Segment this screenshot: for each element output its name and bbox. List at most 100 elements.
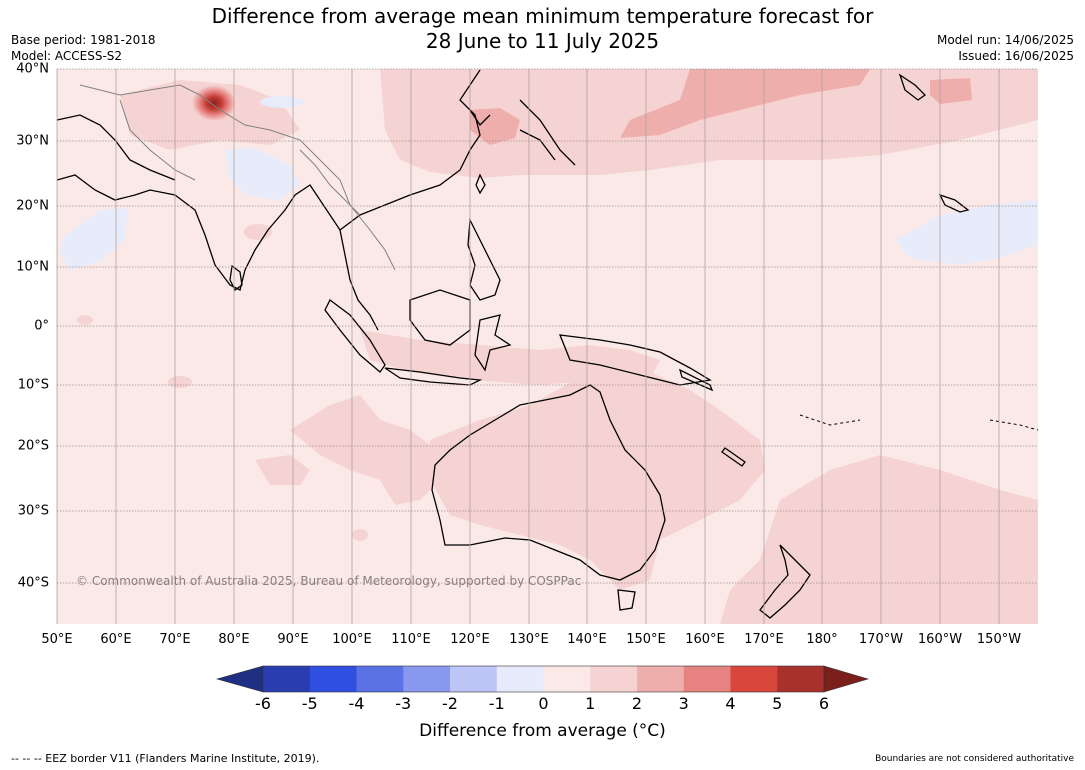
lon-tick: 90°E [277,632,309,647]
anomaly-region-west-australia-sea [255,455,310,485]
coast-iran [57,114,176,181]
lon-tick: 50°E [41,632,73,647]
lon-tick: 120°E [450,632,490,647]
title-line-1: Difference from average mean minimum tem… [211,4,874,28]
coast-borneo [409,289,471,346]
hotspot-north-india [192,85,236,121]
colorbar-segment [730,666,778,692]
anomaly-region-indonesia [360,330,660,385]
coastlines [57,69,970,619]
lon-tick: 160°W [917,632,963,647]
coast-korea-japan [469,99,576,166]
anomaly-region-small-patch-4 [352,529,368,541]
coast-new-zealand [759,544,811,619]
issued-date: Issued: 16/06/2025 [958,49,1074,63]
colorbar-tick: -4 [348,694,365,713]
anomaly-region-north-india-cool [225,148,300,200]
lat-tick: 30°S [17,503,49,519]
colorbar-tick: -1 [488,694,505,713]
lon-tick: 140°E [567,632,607,647]
coast-arabia-india [57,174,379,331]
meta-left: Base period: 1981-2018 Model: ACCESS-S2 [11,32,156,64]
lat-tick: 10°N [16,259,49,275]
colorbar-frame [262,665,825,693]
colorbar-tick: 2 [631,694,643,713]
coast-sri-lanka [229,264,243,291]
coast-taiwan [475,173,486,195]
lat-tick: 0° [34,318,49,334]
colorbar-extend-high [823,665,870,693]
coast-tasmania [617,589,636,611]
anomaly-region-small-patch-3 [244,224,272,240]
colorbar-tick: -5 [301,694,318,713]
lon-tick: 180° [806,632,838,647]
colorbar-tick: -2 [442,694,458,713]
colorbar-segment [450,666,498,692]
colorbar-tick: 0 [538,694,549,713]
lon-tick: 80°E [218,632,250,647]
boundary-disclaimer: Boundaries are not considered authoritat… [875,754,1074,764]
lat-tick: 20°S [17,438,49,454]
colorbar-segment [543,666,591,692]
chart-title: Difference from average mean minimum tem… [0,4,1085,54]
anomaly-region-south-indian-ocean [290,395,440,505]
colorbar-label: Difference from average (°C) [419,721,666,741]
coast-sulawesi [474,314,512,372]
eez-legend: -- -- -- EEZ border V11 (Flanders Marine… [11,752,320,765]
base-period: Base period: 1981-2018 [11,33,156,47]
lon-tick: 160°E [685,632,725,647]
lon-tick: 150°E [626,632,666,647]
colorbar-tick: 3 [678,694,689,713]
coast-java [384,367,483,386]
anomaly-region-arabian-sea-cool [60,208,128,270]
colorbar-segment [356,666,404,692]
coast-new-caledonia [721,447,746,467]
colorbar-segment [263,666,311,692]
colorbar-segments [215,665,870,693]
anomaly-region-small-patch-2 [77,315,93,325]
lat-tick: 40°S [17,575,49,591]
colorbar-segment [403,666,451,692]
colorbar-tick: 4 [725,694,736,713]
longitude-gridlines [56,69,1000,624]
colorbar-segment [777,666,825,692]
anomaly-region-north-pacific [380,69,1038,178]
lon-tick: 150°W [976,632,1022,647]
latitude-gridlines [57,68,1038,584]
lat-tick: 20°N [16,198,49,214]
colorbar-tick: -6 [255,694,271,713]
country-borders [79,84,396,271]
coast-new-guinea [558,334,712,386]
title-line-2: 28 June to 11 July 2025 [425,29,660,53]
eez-borders [799,414,1038,431]
colorbar-tick: 5 [772,694,783,713]
anomaly-region-north-pacific-warm [620,69,870,138]
coast-sumatra [324,299,386,373]
meta-right: Model run: 14/06/2025 Issued: 16/06/2025 [937,32,1074,64]
lat-tick: 10°S [17,377,49,393]
lon-tick: 130°E [509,632,549,647]
anomaly-region-central-pacific-cool [895,200,1038,265]
colorbar-tick: 6 [818,694,830,713]
lon-tick: 100°E [332,632,372,647]
lon-tick: 70°E [159,632,191,647]
anomaly-region-australia-north [430,370,765,590]
lon-tick: 110°E [391,632,431,647]
anomaly-region-east-china-sea-warm [470,108,520,145]
coast-solomons [678,368,714,392]
lon-tick: 170°W [858,632,904,647]
lat-tick: 40°N [16,61,49,77]
colorbar-tick: -3 [395,694,412,713]
coast-china [339,69,481,231]
anomaly-region-tasman-sea [720,455,1038,624]
coast-hawaii [938,193,970,213]
colorbar-segment [496,666,544,692]
model-run: Model run: 14/06/2025 [936,33,1074,47]
lon-tick: 170°E [744,632,784,647]
colorbar-segment [590,666,638,692]
lat-tick: 30°N [16,133,49,149]
anomaly-region-japan-warm [930,78,972,104]
copyright-notice: © Commonwealth of Australia 2025, Bureau… [76,574,582,588]
colorbar-segment [637,666,685,692]
